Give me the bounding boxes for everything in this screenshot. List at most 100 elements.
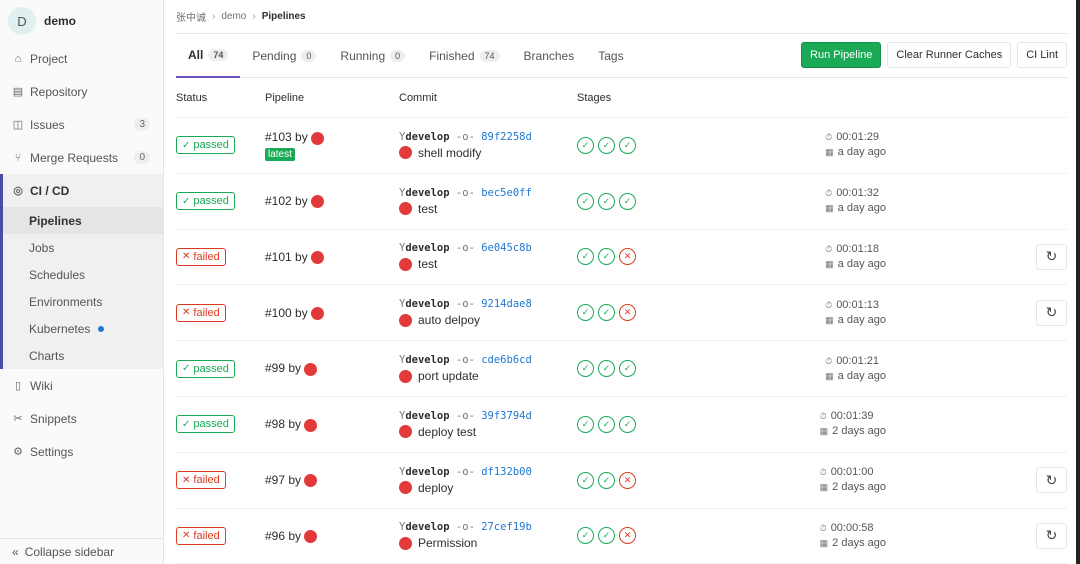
status-badge[interactable]: ✕ failed	[176, 247, 226, 266]
sidebar-subitem-schedules[interactable]: Schedules	[3, 261, 163, 288]
status-badge[interactable]: ✕ failed	[176, 303, 226, 322]
commit-author-avatar[interactable]	[399, 257, 412, 271]
pipeline-id[interactable]: #96	[265, 528, 286, 543]
stage-passed-icon[interactable]: ✓	[598, 136, 615, 154]
stage-failed-icon[interactable]: ✕	[619, 304, 636, 322]
ci-lint-button[interactable]: CI Lint	[1017, 42, 1067, 68]
commit-sha[interactable]: cde6b6cd	[481, 354, 532, 367]
status-badge[interactable]: ✓ passed	[176, 415, 235, 434]
user-avatar[interactable]	[304, 362, 318, 376]
commit-author-avatar[interactable]	[399, 202, 412, 216]
pipeline-id[interactable]: #102	[265, 194, 292, 209]
commit-sha[interactable]: 89f2258d	[481, 130, 532, 143]
stage-passed-icon[interactable]: ✓	[577, 415, 594, 433]
commit-sha[interactable]: 9214dae8	[481, 298, 532, 311]
stage-passed-icon[interactable]: ✓	[598, 527, 615, 545]
sidebar-item-issues[interactable]: ◫ Issues 3	[0, 108, 163, 141]
pipeline-id[interactable]: #100	[265, 305, 292, 320]
branch-ref[interactable]: develop	[405, 465, 450, 478]
commit-message[interactable]: shell modify	[418, 145, 482, 160]
sidebar-item-ci-cd[interactable]: ◎ CI / CD	[0, 174, 163, 207]
stage-passed-icon[interactable]: ✓	[598, 192, 615, 210]
sidebar-subitem-jobs[interactable]: Jobs	[3, 234, 163, 261]
stage-passed-icon[interactable]: ✓	[577, 248, 594, 266]
pipeline-id[interactable]: #99	[265, 361, 286, 376]
commit-message[interactable]: port update	[418, 369, 479, 384]
status-badge[interactable]: ✓ passed	[176, 192, 235, 211]
commit-sha[interactable]: 6e045c8b	[481, 242, 532, 255]
stage-passed-icon[interactable]: ✓	[577, 471, 594, 489]
commit-author-avatar[interactable]	[399, 369, 412, 383]
branch-ref[interactable]: develop	[405, 242, 450, 255]
commit-author-avatar[interactable]	[399, 313, 412, 327]
sidebar-item-project[interactable]: ⌂ Project	[0, 42, 163, 75]
stage-failed-icon[interactable]: ✕	[619, 248, 636, 266]
stage-passed-icon[interactable]: ✓	[598, 415, 615, 433]
stage-passed-icon[interactable]: ✓	[577, 136, 594, 154]
sidebar-item-repository[interactable]: ▤ Repository	[0, 75, 163, 108]
stage-passed-icon[interactable]: ✓	[619, 136, 636, 154]
user-avatar[interactable]	[310, 131, 324, 145]
status-badge[interactable]: ✓ passed	[176, 359, 235, 378]
project-header[interactable]: D demo	[0, 0, 163, 42]
commit-author-avatar[interactable]	[399, 425, 412, 439]
commit-message[interactable]: test	[418, 201, 438, 216]
branch-ref[interactable]: develop	[405, 354, 450, 367]
tab-pending[interactable]: Pending 0	[240, 34, 328, 78]
stage-passed-icon[interactable]: ✓	[598, 304, 615, 322]
user-avatar[interactable]	[310, 251, 324, 265]
stage-passed-icon[interactable]: ✓	[577, 527, 594, 545]
sidebar-item-snippets[interactable]: ✂ Snippets	[0, 402, 163, 435]
pipeline-id[interactable]: #97	[265, 473, 286, 488]
stage-passed-icon[interactable]: ✓	[598, 471, 615, 489]
retry-button[interactable]: ↻	[1036, 243, 1067, 270]
user-avatar[interactable]	[310, 195, 324, 209]
stage-passed-icon[interactable]: ✓	[577, 192, 594, 210]
branch-ref[interactable]: develop	[405, 521, 450, 534]
status-badge[interactable]: ✕ failed	[176, 526, 226, 545]
user-avatar[interactable]	[304, 474, 318, 488]
user-avatar[interactable]	[310, 306, 324, 320]
stage-passed-icon[interactable]: ✓	[619, 415, 636, 433]
stage-passed-icon[interactable]: ✓	[577, 304, 594, 322]
sidebar-item-settings[interactable]: ⚙ Settings	[0, 435, 163, 468]
stage-passed-icon[interactable]: ✓	[598, 360, 615, 378]
commit-author-avatar[interactable]	[399, 481, 412, 495]
tab-tags[interactable]: Tags	[586, 34, 635, 78]
stage-passed-icon[interactable]: ✓	[598, 248, 615, 266]
tab-finished[interactable]: Finished 74	[417, 34, 511, 78]
sidebar-subitem-charts[interactable]: Charts	[3, 342, 163, 369]
commit-message[interactable]: deploy test	[418, 424, 477, 439]
pipeline-id[interactable]: #98	[265, 417, 286, 432]
collapse-sidebar-button[interactable]: « Collapse sidebar	[0, 538, 163, 564]
clear-runner-caches-button[interactable]: Clear Runner Caches	[887, 42, 1012, 68]
user-avatar[interactable]	[304, 418, 318, 432]
pipeline-id[interactable]: #103	[265, 130, 292, 145]
tab-running[interactable]: Running 0	[328, 34, 417, 78]
commit-message[interactable]: deploy	[418, 480, 454, 495]
sidebar-subitem-kubernetes[interactable]: Kubernetes	[3, 315, 163, 342]
commit-message[interactable]: test	[418, 257, 438, 272]
stage-passed-icon[interactable]: ✓	[619, 192, 636, 210]
commit-message[interactable]: auto delpoy	[418, 313, 481, 328]
branch-ref[interactable]: develop	[405, 130, 450, 143]
commit-sha[interactable]: bec5e0ff	[481, 186, 532, 199]
branch-ref[interactable]: develop	[405, 186, 450, 199]
sidebar-subitem-pipelines[interactable]: Pipelines	[3, 207, 163, 234]
status-badge[interactable]: ✓ passed	[176, 136, 235, 155]
commit-sha[interactable]: df132b00	[481, 465, 532, 478]
run-pipeline-button[interactable]: Run Pipeline	[801, 42, 882, 68]
commit-author-avatar[interactable]	[399, 536, 412, 550]
commit-sha[interactable]: 27cef19b	[481, 521, 532, 534]
branch-ref[interactable]: develop	[405, 298, 450, 311]
stage-passed-icon[interactable]: ✓	[619, 360, 636, 378]
stage-passed-icon[interactable]: ✓	[577, 360, 594, 378]
retry-button[interactable]: ↻	[1036, 467, 1067, 494]
stage-failed-icon[interactable]: ✕	[619, 471, 636, 489]
pipeline-id[interactable]: #101	[265, 249, 292, 264]
branch-ref[interactable]: develop	[405, 409, 450, 422]
tab-all[interactable]: All 74	[176, 34, 241, 78]
sidebar-item-wiki[interactable]: ▯ Wiki	[0, 369, 163, 402]
retry-button[interactable]: ↻	[1036, 299, 1067, 326]
breadcrumb-project[interactable]: demo	[221, 11, 247, 22]
